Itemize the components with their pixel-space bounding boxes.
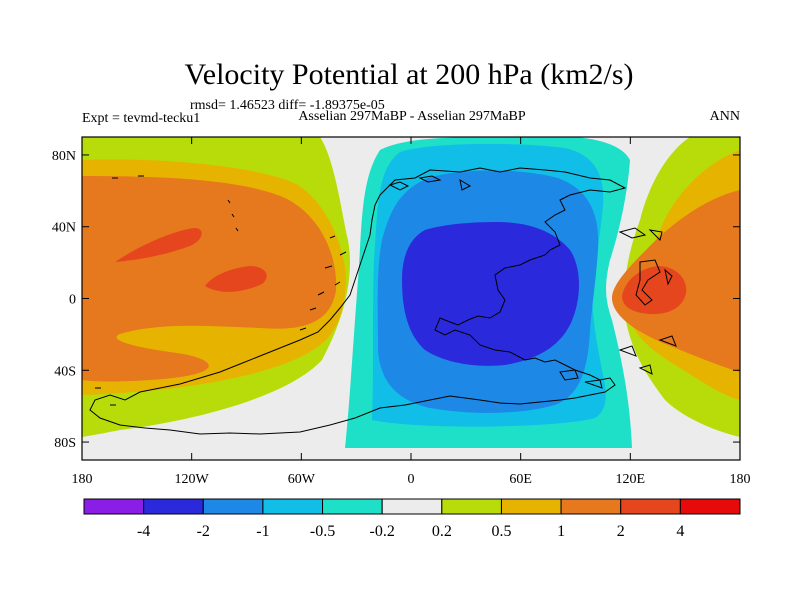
x-tick-label: 120E [616, 472, 646, 487]
comparison-label: Asselian 297MaBP - Asselian 297MaBP [298, 109, 526, 124]
chart-title: Velocity Potential at 200 hPa (km2/s) [184, 58, 633, 91]
coastline-west-fragments [299, 235, 347, 331]
colorbar-swatch [83, 498, 145, 515]
x-tick-label: 60W [288, 472, 316, 487]
contour-positive-west-1 [82, 176, 337, 382]
x-tick-label: 180 [730, 472, 751, 487]
colorbar-swatch [441, 498, 502, 515]
stats-line: rmsd= 1.46523 diff= -1.89375e-05 [190, 98, 385, 113]
contour-negative-2 [402, 222, 579, 366]
colorbar-swatch [620, 498, 681, 515]
x-tick-label: 60E [509, 472, 532, 487]
colorbar-swatch [322, 498, 383, 515]
x-axis: 180 120W 60W 0 60E 120E 180 [72, 137, 751, 487]
colorbar-swatch [262, 498, 324, 515]
contour-positive-east-2 [622, 266, 687, 315]
coastline-west-pacific-dots [95, 175, 239, 406]
x-tick-label: 180 [72, 472, 93, 487]
colorbar-label: -1 [256, 523, 269, 540]
colorbar-label: -2 [197, 523, 210, 540]
colorbar-label: 1 [557, 523, 565, 540]
y-axis: 80N 40N 0 40S 80S [52, 149, 740, 451]
map-plot [82, 137, 740, 460]
colorbar-label: -0.2 [370, 523, 395, 540]
y-tick-label: 80S [54, 436, 76, 451]
y-tick-label: 40N [52, 221, 76, 236]
coastline-pangaea [89, 167, 627, 435]
coastline-southeast-islands [559, 335, 677, 389]
y-tick-label: 0 [69, 293, 76, 308]
colorbar-swatch [202, 498, 264, 515]
colorbar-label: 4 [676, 523, 684, 540]
contour-positive-west-2a [115, 228, 202, 262]
x-tick-label: 120W [175, 472, 210, 487]
colorbar-label: 0.2 [432, 523, 452, 540]
colorbar-label: 0.5 [491, 523, 511, 540]
colorbar-label: -0.5 [310, 523, 335, 540]
coastline-east-archipelago [618, 227, 673, 306]
coastlines [89, 167, 677, 435]
colorbar-swatch [679, 498, 741, 515]
contour-positive-west-2b [205, 266, 267, 292]
colorbar-swatch [143, 498, 204, 515]
colorbar-swatch [560, 498, 622, 515]
colorbar-swatch [381, 498, 443, 515]
x-tick-label: 0 [408, 472, 415, 487]
y-tick-label: 40S [54, 364, 76, 379]
colorbar-swatch [500, 498, 562, 515]
coastline-north-islands [388, 175, 472, 191]
season-label: ANN [710, 109, 740, 124]
colorbar-label: 2 [617, 523, 625, 540]
y-tick-label: 80N [52, 149, 76, 164]
colorbar: -4 -2 -1 -0.5 -0.2 0.2 0.5 1 2 4 [83, 498, 741, 540]
colorbar-label: -4 [137, 523, 150, 540]
experiment-label: Expt = tevmd-tecku1 [82, 111, 200, 126]
